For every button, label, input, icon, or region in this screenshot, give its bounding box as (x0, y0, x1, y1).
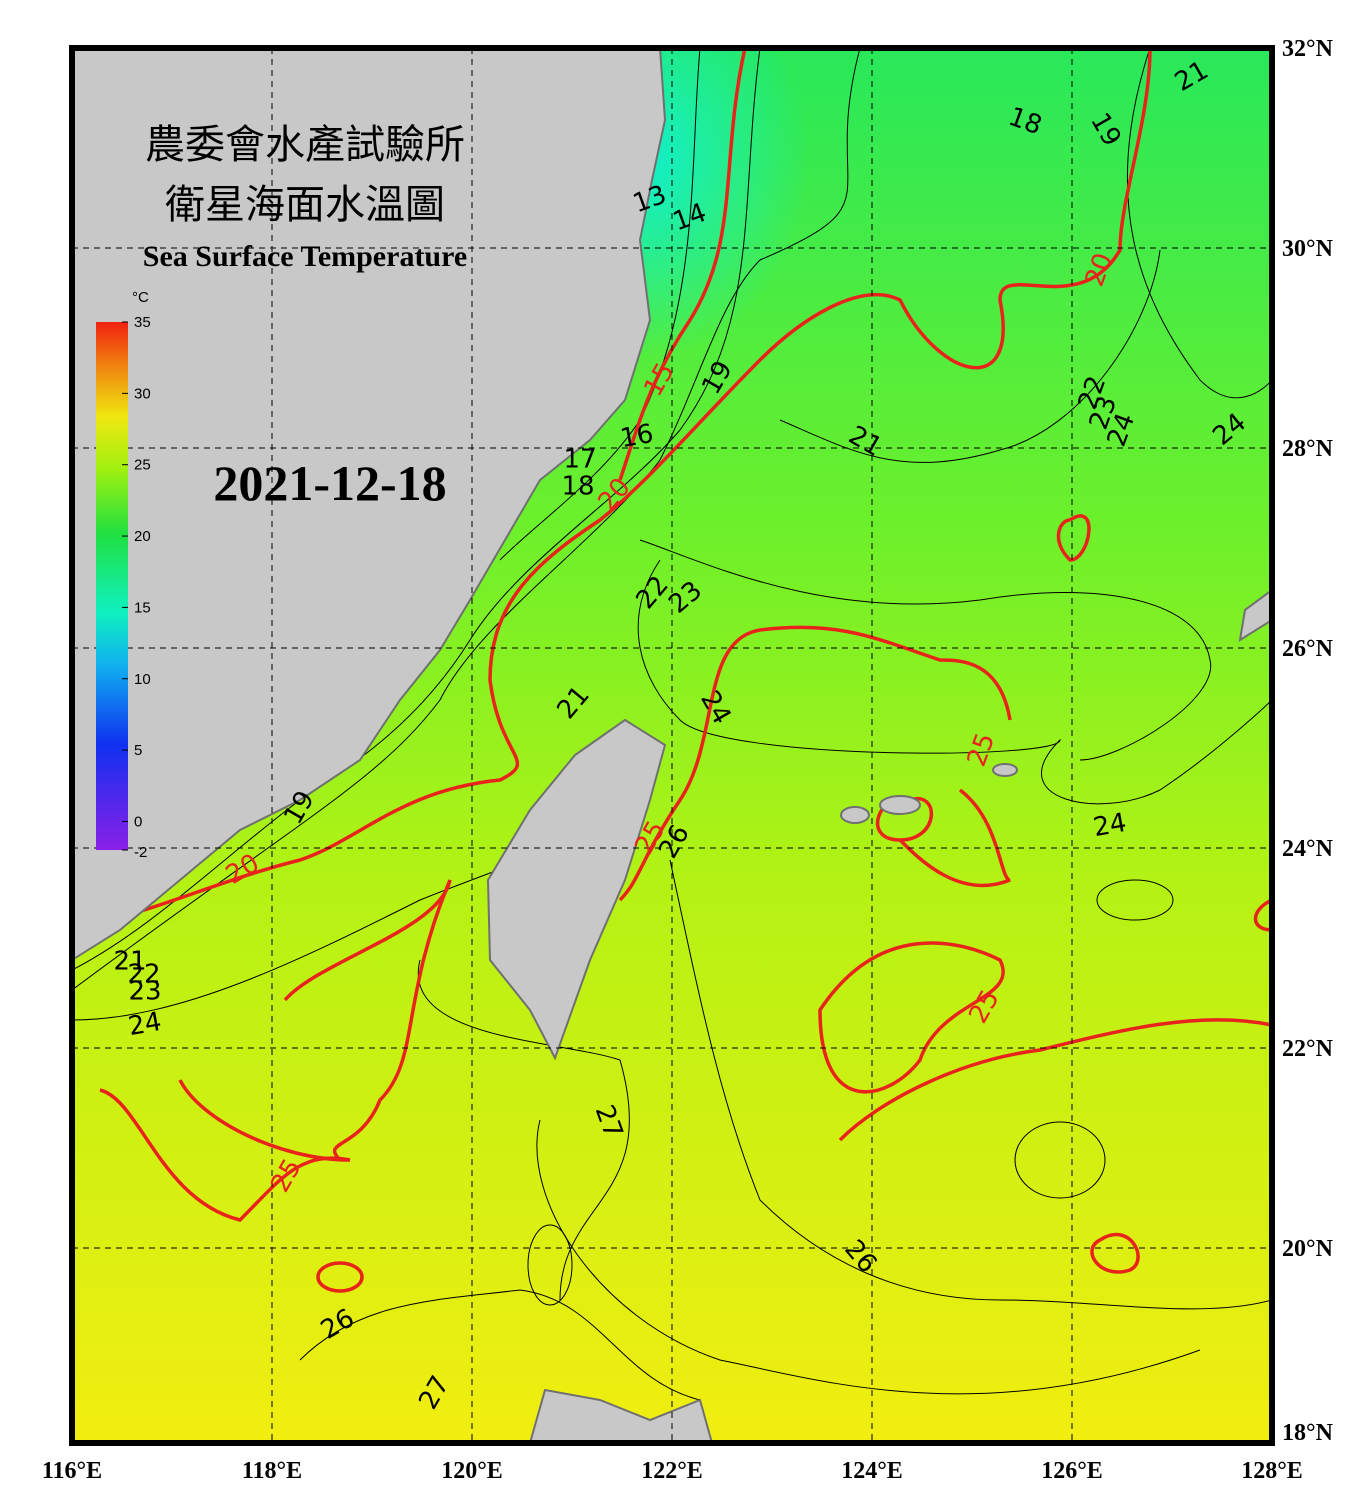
y-tick-label: 26°N (1282, 636, 1334, 662)
colorbar-tick-label: 15 (134, 599, 151, 616)
colorbar-tick-label: 25 (134, 457, 151, 474)
grid (72, 48, 1272, 1443)
contour-label: 24 (126, 1007, 164, 1042)
title-zh: 衛星海面水溫圖 (165, 182, 445, 228)
contour-label: 18 (561, 472, 594, 502)
colorbar-tick-label: 35 (134, 314, 151, 331)
contour-label: 17 (563, 445, 596, 475)
colorbar-tick-label: 30 (134, 385, 151, 402)
colorbar (96, 322, 128, 850)
x-tick-label: 116°E (42, 1458, 102, 1484)
colorbar-tick-label: 10 (134, 671, 151, 688)
y-tick-label: 28°N (1282, 436, 1334, 462)
x-tick-label: 128°E (1241, 1458, 1303, 1484)
x-tick-label: 122°E (641, 1458, 703, 1484)
contour-label: 22 (127, 960, 160, 990)
colorbar-tick-label: 0 (134, 813, 142, 830)
title-zh: 農委會水產試驗所 (145, 122, 465, 168)
colorbar-ticks: 35 30 25 20 15 10 5 0 -2 (122, 314, 151, 861)
contour-label: 16 (618, 419, 656, 454)
major-contours (72, 48, 1272, 1293)
x-tick-label: 124°E (841, 1458, 903, 1484)
contour-label: 23 (128, 977, 161, 1007)
x-tick-label: 120°E (441, 1458, 503, 1484)
title-en: Sea Surface Temperature (143, 240, 467, 273)
colorbar-tick-label: -2 (134, 844, 147, 861)
y-tick-label: 30°N (1282, 236, 1334, 262)
y-tick-label: 22°N (1282, 1036, 1334, 1062)
land (72, 48, 1272, 1443)
axes: 116°E 118°E 120°E 122°E 124°E 126°E 128°E 18°N 2… (42, 36, 1334, 1484)
date: 2021-12-18 (213, 455, 446, 511)
frame (69, 45, 1275, 1446)
contour-label: 24 (1091, 808, 1129, 843)
y-tick-label: 20°N (1282, 1236, 1334, 1262)
colorbar-unit: °C (132, 289, 149, 306)
colorbar-tick-label: 20 (134, 528, 151, 545)
y-tick-label: 18°N (1282, 1420, 1334, 1446)
x-tick-label: 126°E (1041, 1458, 1103, 1484)
x-tick-label: 118°E (242, 1458, 302, 1484)
y-tick-label: 24°N (1282, 836, 1334, 862)
y-tick-label: 32°N (1282, 36, 1334, 62)
colorbar-tick-label: 5 (134, 742, 142, 759)
contour-label: 21 (113, 947, 146, 977)
